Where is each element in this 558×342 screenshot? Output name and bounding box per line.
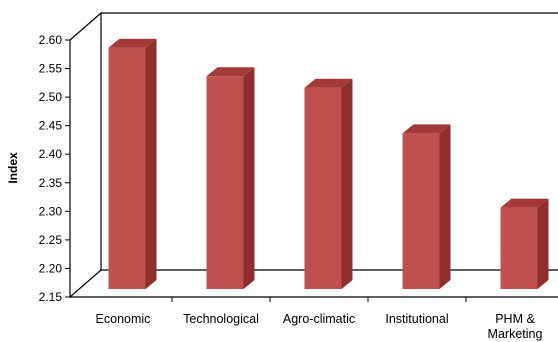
y-tick-label: 2.25 [39, 233, 63, 247]
bar-front-face [206, 76, 244, 290]
bar [402, 124, 451, 289]
x-tick-label: Economic [96, 312, 151, 326]
bar-top-face [500, 198, 549, 208]
y-tick-label: 2.40 [39, 147, 63, 161]
x-tick-label: Technological [183, 312, 259, 326]
bar-top-face [304, 78, 353, 88]
y-tick-label: 2.55 [39, 62, 63, 76]
y-axis-ticks: 2.15 2.20 2.25 2.30 2.35 2.40 2.45 2.50 2.55 2.60 [39, 33, 70, 304]
side-wall-top-edge [69, 12, 102, 41]
bar-front-face [304, 87, 342, 289]
x-tick-label-line: Economic [96, 312, 151, 326]
x-tick-label: PHM & Marketing [488, 312, 543, 341]
x-tick-label-line: PHM & [495, 312, 535, 326]
bar-side-face [341, 78, 353, 289]
side-wall-bottom-edge [69, 269, 102, 298]
bar-top-face [108, 38, 157, 48]
bar [108, 38, 157, 289]
bar-side-face [439, 124, 451, 289]
x-tick-label: Institutional [385, 312, 448, 326]
bars-group [108, 38, 549, 290]
x-axis-ticks: Economic Technological Agro-climatic Instit… [96, 297, 543, 341]
y-tick-label: 2.15 [39, 290, 63, 304]
y-tick-label: 2.45 [39, 119, 63, 133]
bar [500, 198, 549, 289]
bar [206, 67, 255, 290]
bar-top-face [402, 124, 451, 134]
bar-side-face [145, 38, 157, 289]
x-tick-label-line: Agro-climatic [283, 312, 355, 326]
bar-side-face [243, 67, 255, 290]
y-axis-label: Index [6, 152, 20, 184]
x-tick-label-line: Marketing [488, 327, 543, 341]
bar-side-face [537, 198, 549, 289]
bar-front-face [402, 133, 440, 289]
bar-front-face [108, 47, 146, 289]
bar-front-face [500, 207, 538, 289]
y-tick-label: 2.30 [39, 204, 63, 218]
y-tick-label: 2.35 [39, 176, 63, 190]
y-tick-label: 2.60 [39, 33, 63, 47]
x-tick-label-line: Technological [183, 312, 259, 326]
x-tick-label: Agro-climatic [283, 312, 355, 326]
back-wall [100, 12, 558, 271]
chart-walls [69, 12, 558, 298]
x-tick-label-line: Institutional [385, 312, 448, 326]
y-tick-label: 2.50 [39, 90, 63, 104]
y-tick-label: 2.20 [39, 261, 63, 275]
bar [304, 78, 353, 289]
bar-top-face [206, 67, 255, 77]
